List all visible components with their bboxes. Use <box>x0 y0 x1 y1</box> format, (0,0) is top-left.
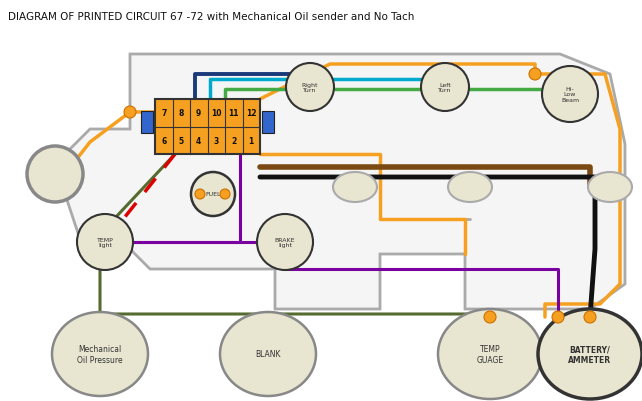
Circle shape <box>124 107 136 119</box>
Polygon shape <box>65 55 625 309</box>
Text: 11: 11 <box>229 109 239 118</box>
Ellipse shape <box>333 172 377 203</box>
Text: Left
Turn: Left Turn <box>438 82 452 93</box>
Ellipse shape <box>588 172 632 203</box>
Ellipse shape <box>27 147 83 203</box>
Text: Mechanical
Oil Pressure: Mechanical Oil Pressure <box>77 344 123 364</box>
Circle shape <box>529 69 541 81</box>
Ellipse shape <box>538 309 642 399</box>
Text: 2: 2 <box>231 136 236 146</box>
Ellipse shape <box>77 215 133 270</box>
Circle shape <box>195 190 205 200</box>
Circle shape <box>584 311 596 323</box>
Text: Hi-
Low
Beam: Hi- Low Beam <box>561 87 579 103</box>
FancyBboxPatch shape <box>141 112 153 134</box>
Text: FUEL: FUEL <box>205 192 221 197</box>
Text: 10: 10 <box>211 109 221 118</box>
Text: 7: 7 <box>161 109 166 118</box>
Text: BRAKE
light: BRAKE light <box>275 237 295 248</box>
Circle shape <box>220 190 230 200</box>
Text: 3: 3 <box>214 136 219 146</box>
Text: BATTERY/
AMMETER: BATTERY/ AMMETER <box>568 344 612 364</box>
Text: 6: 6 <box>161 136 166 146</box>
Text: 4: 4 <box>196 136 202 146</box>
Ellipse shape <box>52 312 148 396</box>
Text: BLANK: BLANK <box>256 350 281 358</box>
Text: 12: 12 <box>246 109 257 118</box>
Text: 5: 5 <box>178 136 184 146</box>
Circle shape <box>484 311 496 323</box>
Ellipse shape <box>438 309 542 399</box>
Text: 9: 9 <box>196 109 202 118</box>
Ellipse shape <box>542 67 598 123</box>
Text: 8: 8 <box>178 109 184 118</box>
Ellipse shape <box>191 172 235 217</box>
Ellipse shape <box>286 64 334 112</box>
Text: DIAGRAM OF PRINTED CIRCUIT 67 -72 with Mechanical Oil sender and No Tach: DIAGRAM OF PRINTED CIRCUIT 67 -72 with M… <box>8 12 414 22</box>
Text: 1: 1 <box>248 136 254 146</box>
FancyBboxPatch shape <box>262 112 274 134</box>
Text: Right
Turn: Right Turn <box>302 82 318 93</box>
Ellipse shape <box>257 215 313 270</box>
Text: TEMP
light: TEMP light <box>97 237 114 248</box>
Ellipse shape <box>421 64 469 112</box>
Circle shape <box>552 311 564 323</box>
Ellipse shape <box>220 312 316 396</box>
Text: TEMP
GUAGE: TEMP GUAGE <box>476 344 503 364</box>
FancyBboxPatch shape <box>155 100 260 155</box>
Ellipse shape <box>448 172 492 203</box>
